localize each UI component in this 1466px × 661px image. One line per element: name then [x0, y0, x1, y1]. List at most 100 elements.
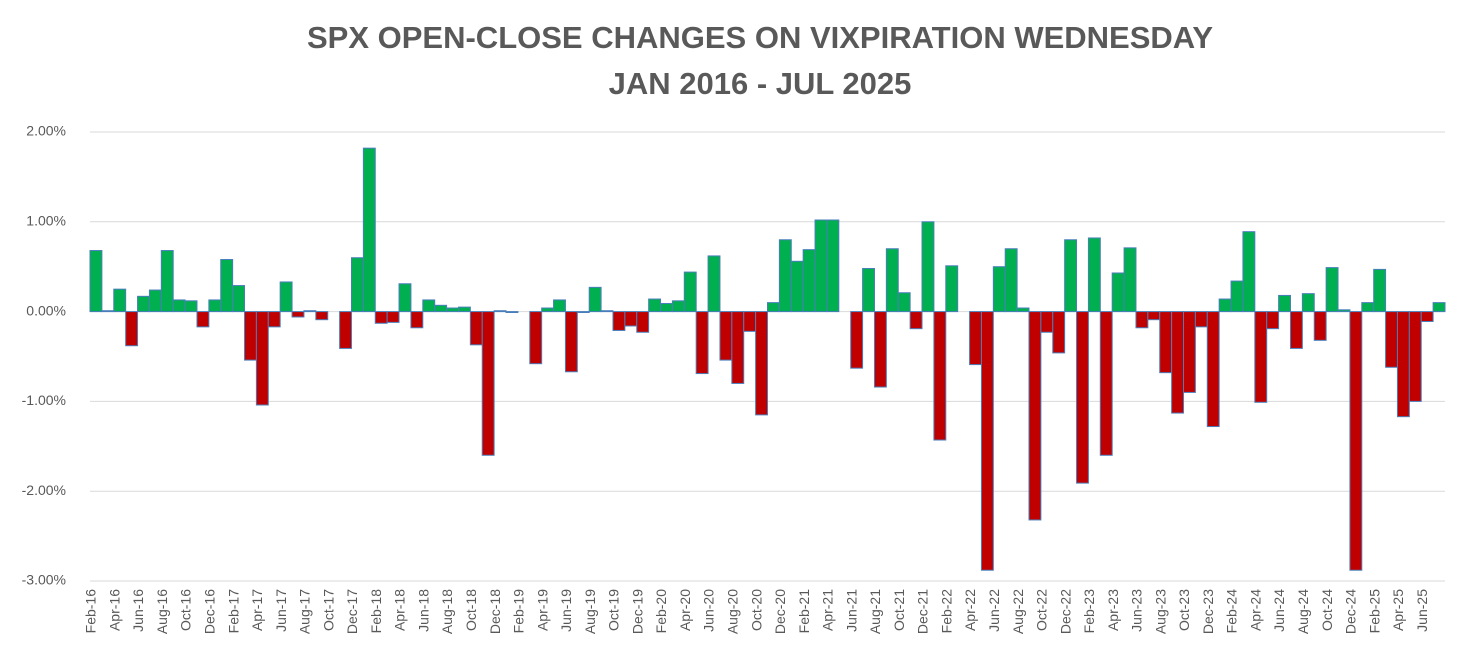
x-tick-label: Dec-20 — [772, 589, 788, 634]
bar — [1016, 307, 1030, 313]
bar — [814, 219, 828, 313]
x-tick-label: Oct-20 — [748, 589, 764, 631]
bar — [1301, 293, 1315, 313]
x-tick-label: Aug-23 — [1152, 589, 1168, 634]
bar — [683, 271, 697, 313]
bar — [386, 311, 400, 323]
x-tick-label: Oct-17 — [320, 589, 336, 631]
bar — [541, 307, 555, 313]
bar — [612, 311, 626, 331]
bar — [1040, 311, 1054, 333]
bar — [660, 303, 673, 313]
bar — [410, 311, 424, 329]
bar — [1230, 280, 1244, 313]
bar — [707, 255, 721, 313]
bar — [553, 299, 566, 313]
bar — [1337, 309, 1351, 313]
bar — [350, 257, 364, 313]
bar — [208, 299, 222, 313]
bar — [481, 311, 495, 456]
x-tick-label: Apr-21 — [820, 589, 836, 631]
bar — [101, 310, 115, 313]
bar — [969, 311, 982, 366]
x-tick-label: Aug-16 — [154, 589, 170, 634]
x-tick-label: Oct-23 — [1176, 589, 1192, 631]
bar — [232, 285, 246, 313]
bar — [1361, 302, 1375, 313]
bar — [1206, 311, 1220, 428]
y-tick-label: 1.00% — [26, 213, 66, 229]
bar — [600, 310, 614, 313]
bar — [790, 260, 804, 313]
bar — [1385, 311, 1398, 368]
x-tick-label: Jun-23 — [1129, 589, 1145, 632]
bar — [778, 239, 792, 313]
bar — [755, 311, 768, 416]
x-tick-label: Apr-16 — [106, 589, 122, 631]
x-tick-label: Aug-22 — [1010, 589, 1026, 634]
x-tick-label: Apr-24 — [1247, 589, 1263, 631]
bar — [576, 311, 590, 313]
bar — [529, 311, 543, 365]
x-tick-label: Feb-20 — [653, 589, 669, 634]
bar — [1099, 311, 1113, 456]
x-tick-label: Jun-25 — [1414, 589, 1430, 632]
x-tick-label: Jun-21 — [843, 589, 859, 632]
bar — [125, 311, 139, 347]
x-tick-label: Oct-22 — [1034, 589, 1050, 631]
y-tick-label: -2.00% — [22, 482, 66, 498]
bar — [862, 267, 875, 313]
bar — [362, 147, 376, 313]
bar — [434, 304, 448, 313]
x-tick-label: Aug-24 — [1295, 589, 1311, 634]
x-tick-label: Apr-17 — [249, 589, 265, 631]
x-tick-label: Feb-16 — [83, 589, 99, 634]
x-tick-label: Dec-19 — [629, 589, 645, 634]
bar — [172, 299, 186, 313]
bar — [1028, 311, 1042, 521]
y-tick-label: -3.00% — [22, 572, 66, 588]
bar — [850, 311, 864, 369]
x-tick-label: Apr-19 — [534, 589, 550, 631]
bar — [1052, 311, 1066, 354]
bar — [671, 300, 685, 313]
bar — [279, 281, 293, 313]
x-tick-label: Feb-22 — [938, 589, 954, 634]
y-tick-label: -1.00% — [22, 392, 66, 408]
chart-subtitle: JAN 2016 - JUL 2025 — [609, 66, 912, 101]
x-tick-label: Feb-19 — [511, 589, 527, 634]
bar — [1313, 311, 1327, 341]
x-tick-label: Apr-23 — [1105, 589, 1121, 631]
bar — [1147, 311, 1161, 321]
x-tick-label: Aug-20 — [724, 589, 740, 634]
chart-title: SPX OPEN-CLOSE CHANGES ON VIXPIRATION WE… — [307, 20, 1213, 55]
bar — [1289, 311, 1303, 349]
bar — [933, 311, 947, 441]
x-tick-label: Dec-22 — [1057, 589, 1073, 634]
bar — [1432, 302, 1446, 313]
bar — [802, 249, 816, 313]
bar — [1135, 311, 1149, 329]
bar — [719, 311, 733, 361]
bar — [1420, 311, 1434, 322]
bar — [743, 311, 757, 332]
bar — [220, 259, 234, 313]
bar — [1242, 231, 1256, 313]
x-tick-label: Oct-19 — [606, 589, 622, 631]
bar — [1159, 311, 1173, 374]
bar — [636, 311, 650, 333]
x-tick-label: Jun-17 — [273, 589, 289, 632]
bar — [992, 266, 1006, 313]
bar — [1183, 311, 1196, 393]
bar — [493, 310, 507, 313]
bar — [113, 288, 127, 313]
x-tick-label: Aug-21 — [867, 589, 883, 634]
bar — [255, 311, 269, 406]
bar — [1373, 268, 1387, 313]
bar — [1325, 267, 1339, 313]
bar — [1408, 311, 1422, 402]
bar — [1254, 311, 1268, 403]
bar — [1266, 311, 1280, 330]
x-tick-label: Aug-18 — [439, 589, 455, 634]
x-tick-label: Feb-21 — [796, 589, 812, 634]
